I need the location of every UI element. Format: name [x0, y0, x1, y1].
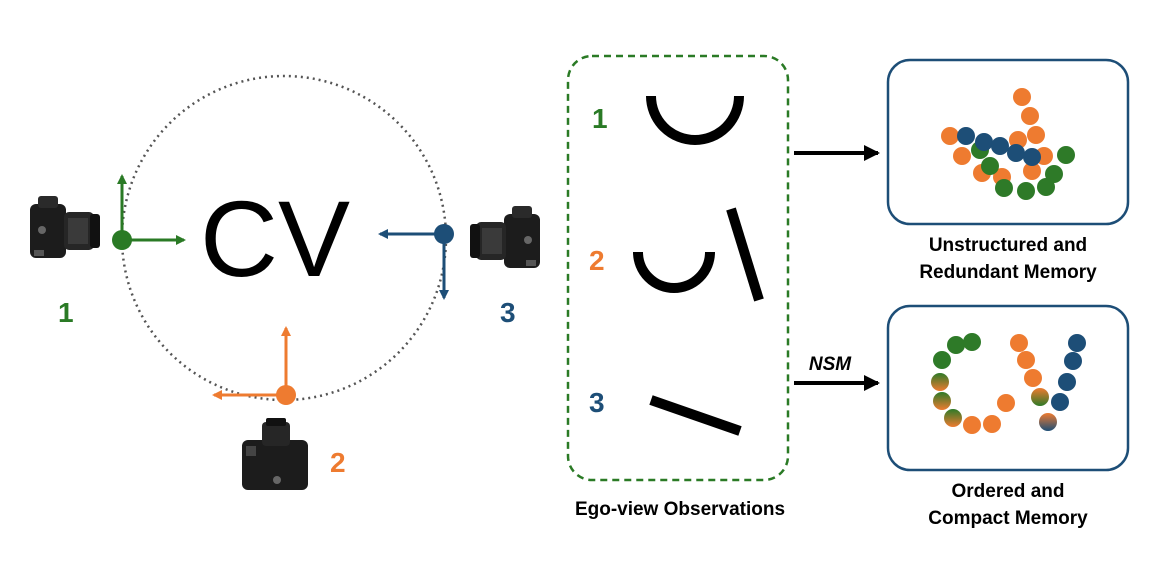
- observation-1-label: 1: [592, 103, 608, 134]
- observations-caption: Ego-view Observations: [575, 499, 785, 520]
- camera-2: 2: [212, 326, 346, 490]
- target-cv-text: CV: [200, 178, 350, 299]
- compact-caption-line1: Ordered and: [952, 481, 1065, 502]
- scene: CV 1 3: [30, 74, 540, 490]
- camera-3: 3: [378, 206, 540, 328]
- camera-1: 1: [30, 174, 186, 328]
- compact-dots: [931, 333, 1086, 434]
- unstructured-caption-line2: Redundant Memory: [919, 262, 1097, 283]
- compact-caption-line2: Compact Memory: [928, 508, 1088, 529]
- camera-icon: [470, 206, 540, 268]
- compact-memory: Ordered and Compact Memory: [886, 304, 1130, 529]
- nsm-arrow-label: NSM: [809, 354, 852, 375]
- unstructured-caption-line1: Unstructured and: [929, 235, 1087, 256]
- observation-2-shape-line: [726, 207, 764, 302]
- observation-1-shape: [646, 95, 744, 145]
- unstructured-memory-box: [886, 58, 1130, 226]
- camera-1-label: 1: [58, 297, 74, 328]
- camera-icon: [242, 418, 308, 490]
- camera-2-label: 2: [330, 447, 346, 478]
- observation-2-shape-arc: [633, 251, 715, 293]
- unstructured-dots: [941, 88, 1075, 200]
- observations-box: [566, 54, 790, 482]
- unstructured-memory: Unstructured and Redundant Memory: [886, 58, 1130, 283]
- compact-memory-box: [886, 304, 1130, 472]
- observation-3-label: 3: [589, 387, 605, 418]
- observation-3-shape-line: [649, 395, 742, 436]
- ego-view-observations: 1 2 3 Ego-view Observations: [566, 54, 790, 520]
- observation-2-label: 2: [589, 245, 605, 276]
- camera-icon: [30, 196, 100, 258]
- camera-3-label: 3: [500, 297, 516, 328]
